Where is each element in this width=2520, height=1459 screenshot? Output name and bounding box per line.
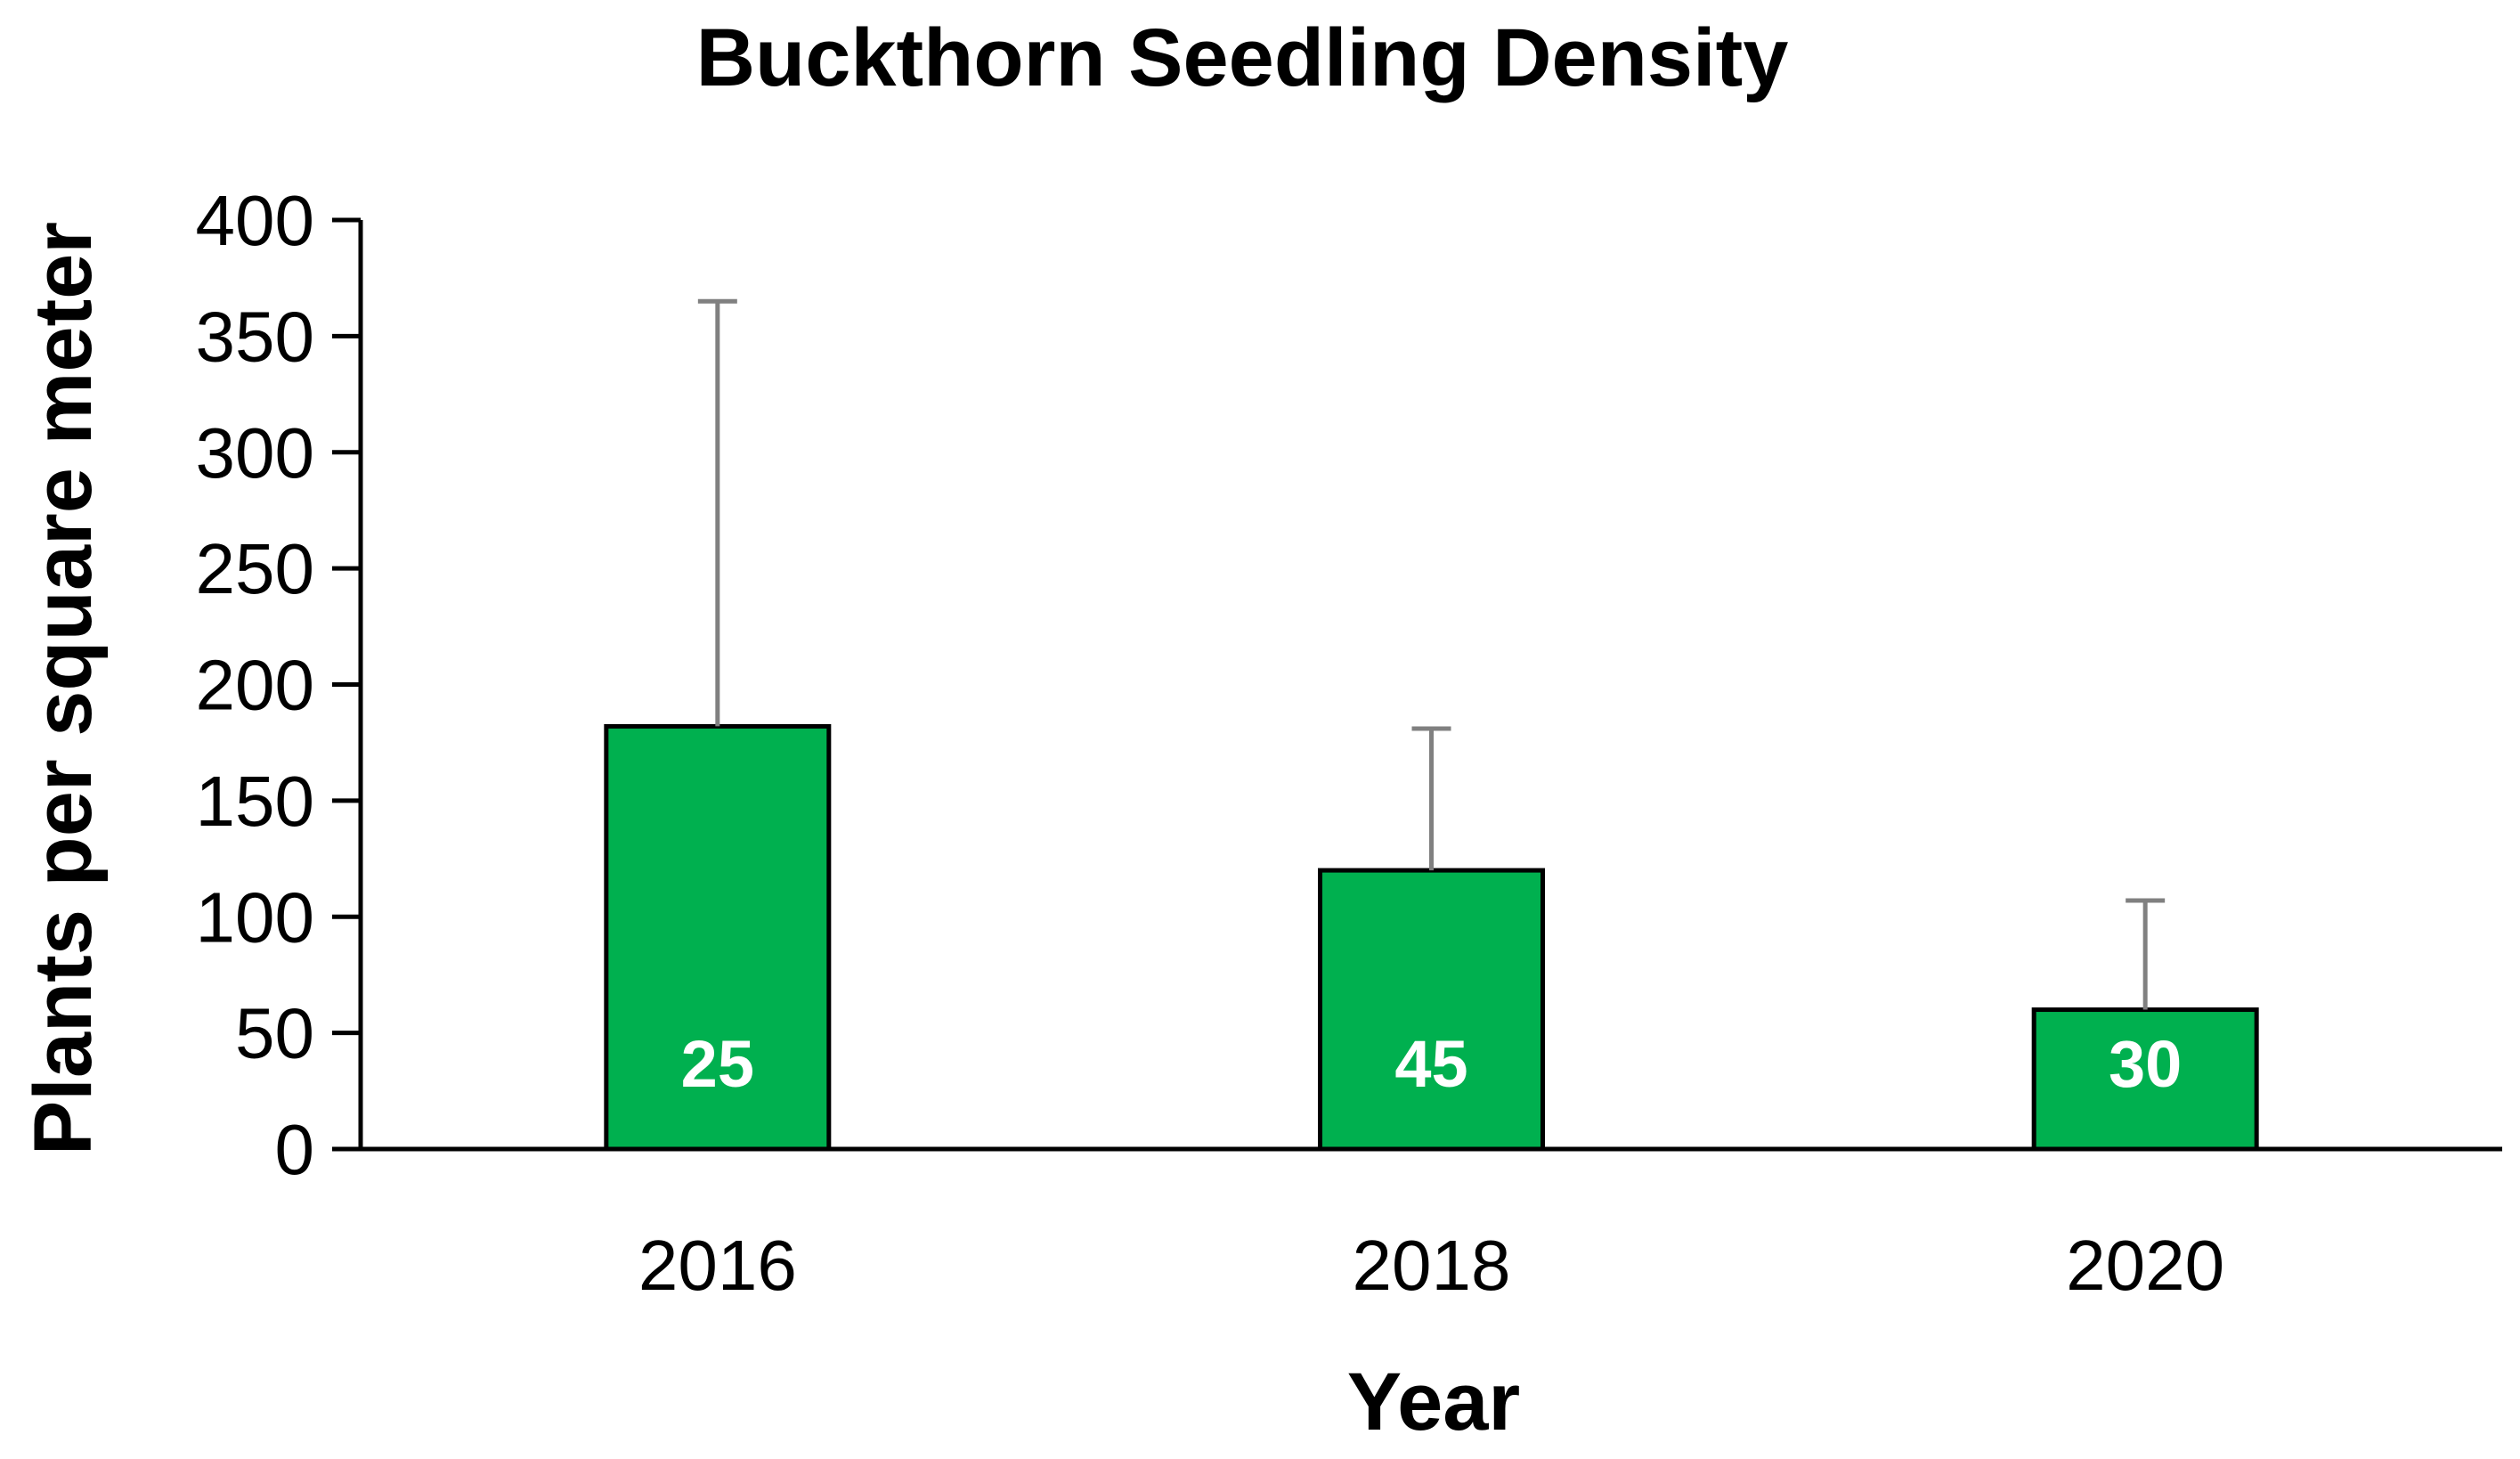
y-tick-label: 350 bbox=[196, 297, 314, 376]
bar-2016 bbox=[604, 723, 832, 1152]
data-label-2018: 45 bbox=[1394, 1027, 1467, 1101]
y-tick-label: 200 bbox=[196, 646, 314, 725]
y-tick-label: 400 bbox=[196, 181, 314, 260]
y-axis-ticks: 0 50 100 150 200 250 300 350 400 bbox=[196, 181, 361, 1189]
x-tick-label-2016: 2016 bbox=[638, 1226, 797, 1305]
y-tick-label: 50 bbox=[235, 994, 314, 1073]
x-tick-label-2018: 2018 bbox=[1353, 1226, 1511, 1305]
bars bbox=[604, 723, 2259, 1152]
x-tick-label-2020: 2020 bbox=[2066, 1226, 2224, 1305]
error-bars bbox=[697, 298, 2166, 1010]
y-axis-label: Plants per square meter bbox=[18, 222, 109, 1155]
x-axis-ticks: 2016 2018 2020 bbox=[638, 1226, 2224, 1305]
y-tick-label: 150 bbox=[196, 762, 314, 841]
data-labels: 25 45 30 bbox=[681, 1027, 2183, 1101]
x-axis-label: Year bbox=[1347, 1357, 1520, 1447]
y-tick-label: 0 bbox=[275, 1110, 315, 1189]
y-tick-label: 250 bbox=[196, 529, 314, 608]
chart-title: Buckthorn Seedling Density bbox=[696, 12, 1789, 103]
y-tick-label: 300 bbox=[196, 413, 314, 493]
data-label-2016: 25 bbox=[681, 1027, 754, 1101]
data-label-2020: 30 bbox=[2109, 1027, 2182, 1101]
y-tick-label: 100 bbox=[196, 877, 314, 957]
bar-2018 bbox=[1318, 868, 1545, 1152]
